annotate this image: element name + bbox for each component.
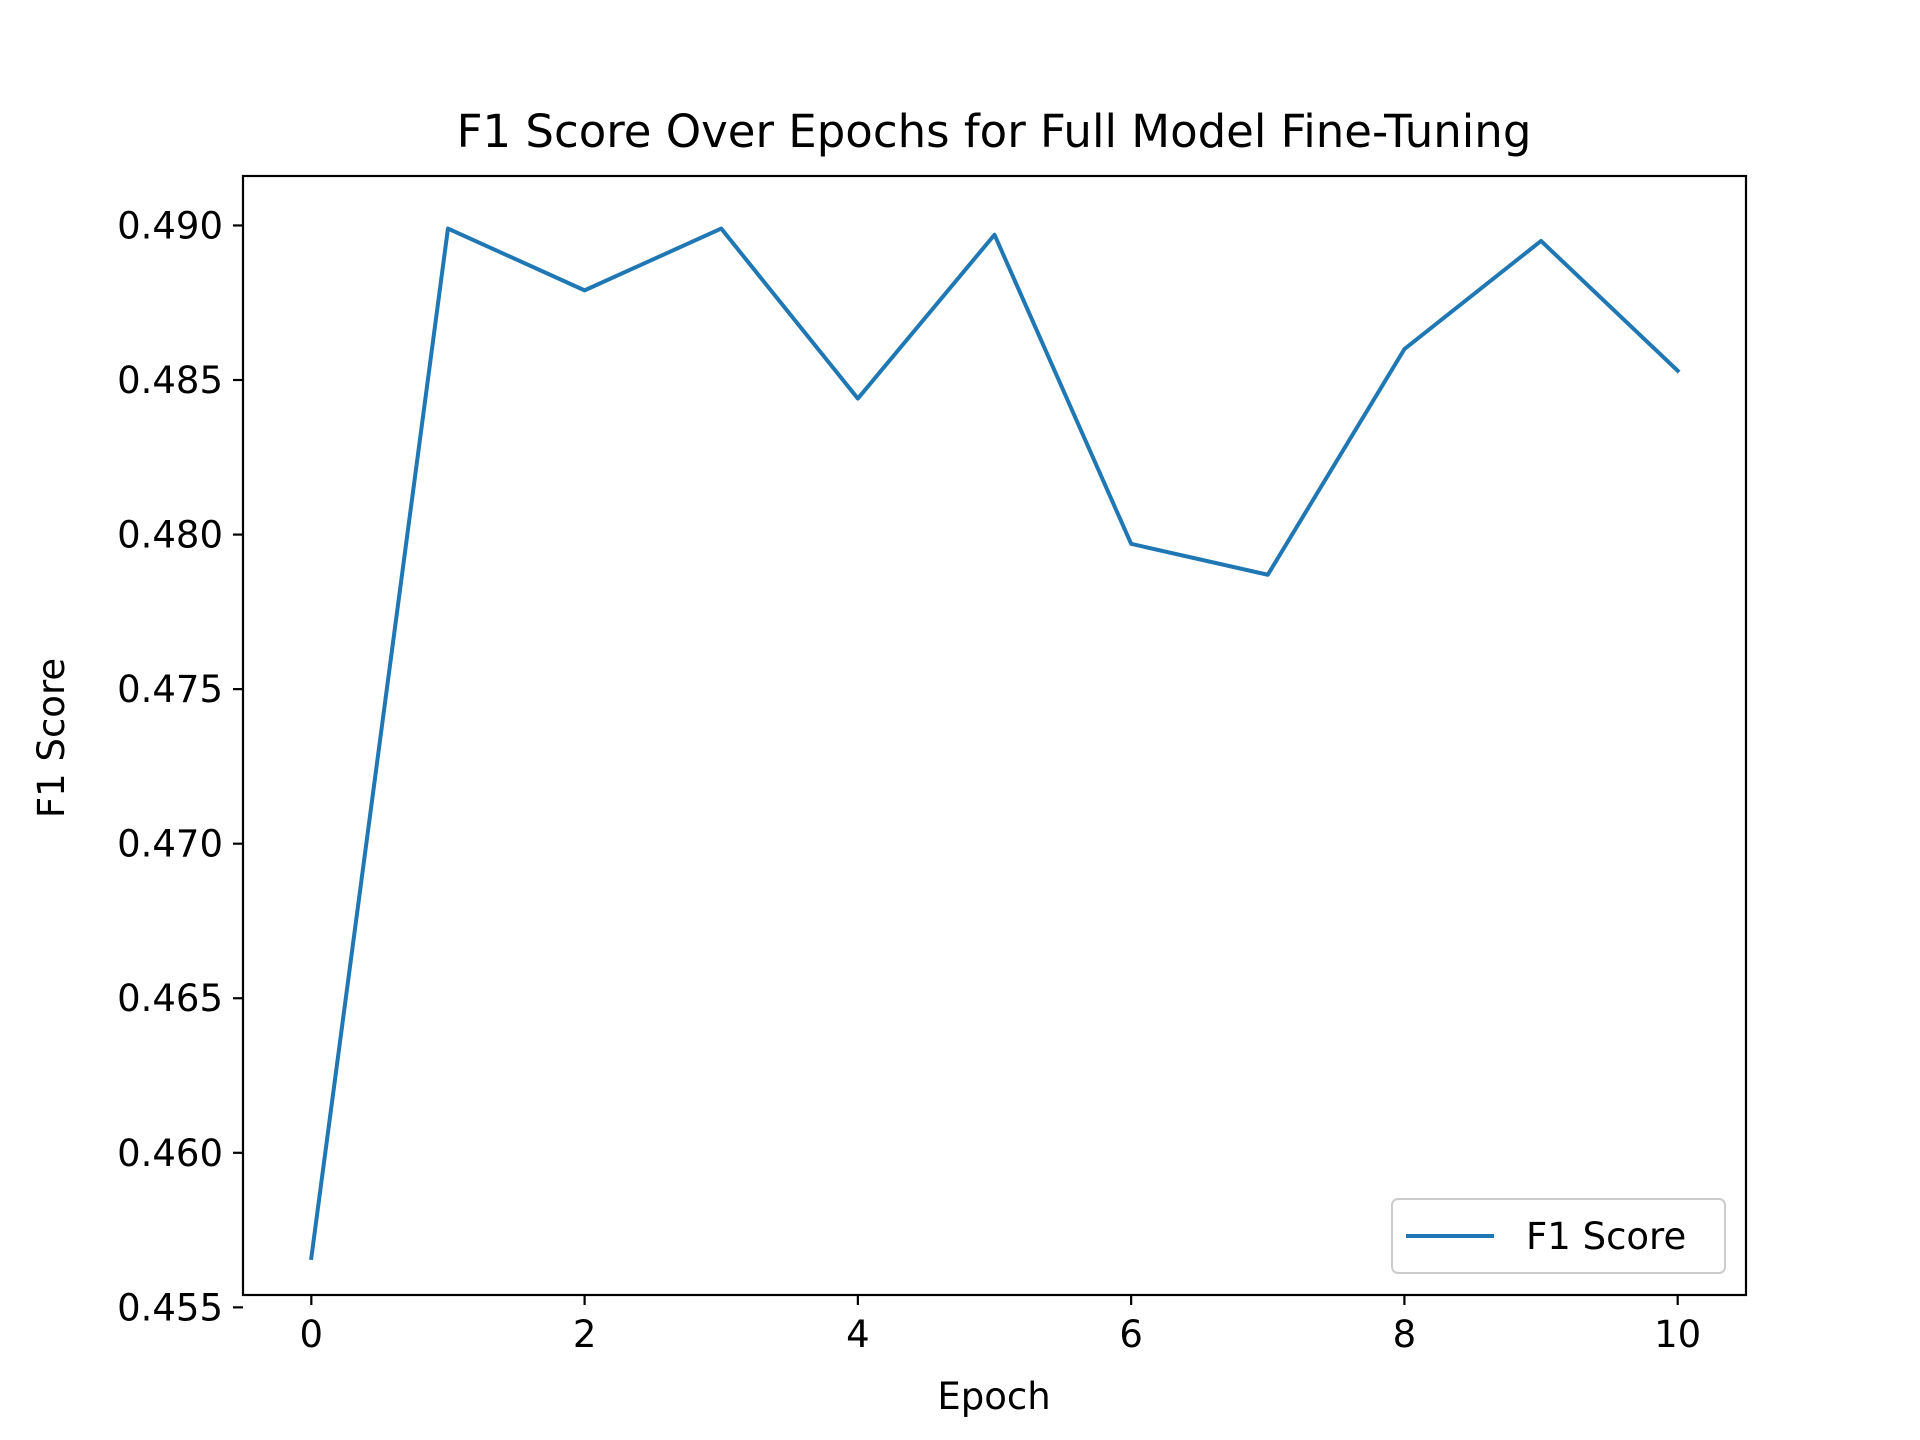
data-point	[447, 228, 449, 230]
x-tick-label: 10	[1654, 1313, 1701, 1356]
y-tick-label: 0.455	[117, 1286, 223, 1329]
chart-title: F1 Score Over Epochs for Full Model Fine…	[457, 105, 1532, 158]
y-tick-label: 0.475	[117, 668, 223, 711]
x-tick-label: 2	[573, 1313, 597, 1356]
series-line	[309, 226, 1681, 1261]
legend-box	[1391, 1198, 1726, 1274]
data-point	[1540, 240, 1542, 242]
y-tick-label: 0.470	[117, 823, 223, 866]
data-point	[310, 1257, 312, 1259]
legend-label: F1 Score	[1526, 1215, 1686, 1258]
y-tick-label: 0.465	[117, 977, 223, 1020]
x-tick-label: 0	[300, 1313, 324, 1356]
axis-ticks: 0 2 4 6 8 10 0.455 0.460 0.465 0.470 0.475 0.480 0.4…	[117, 204, 1701, 1356]
y-tick-label: 0.460	[117, 1132, 223, 1175]
data-point	[857, 398, 859, 400]
x-axis-label: Epoch	[937, 1375, 1050, 1418]
data-point	[1403, 348, 1405, 350]
plot-frame	[241, 174, 1748, 1297]
series-layer	[309, 226, 1681, 1261]
data-point	[1267, 574, 1269, 576]
data-point	[1677, 370, 1679, 372]
y-tick-label: 0.480	[117, 514, 223, 557]
y-axis-label: F1 Score	[30, 658, 73, 818]
data-point	[584, 289, 586, 291]
data-point	[1130, 543, 1132, 545]
x-tick-label: 4	[846, 1313, 870, 1356]
y-tick-label: 0.490	[117, 204, 223, 247]
x-tick-label: 8	[1393, 1313, 1417, 1356]
y-tick-label: 0.485	[117, 359, 223, 402]
data-point	[720, 228, 722, 230]
legend: F1 Score	[1391, 1198, 1726, 1274]
data-point	[994, 234, 995, 236]
x-tick-label: 6	[1119, 1313, 1143, 1356]
